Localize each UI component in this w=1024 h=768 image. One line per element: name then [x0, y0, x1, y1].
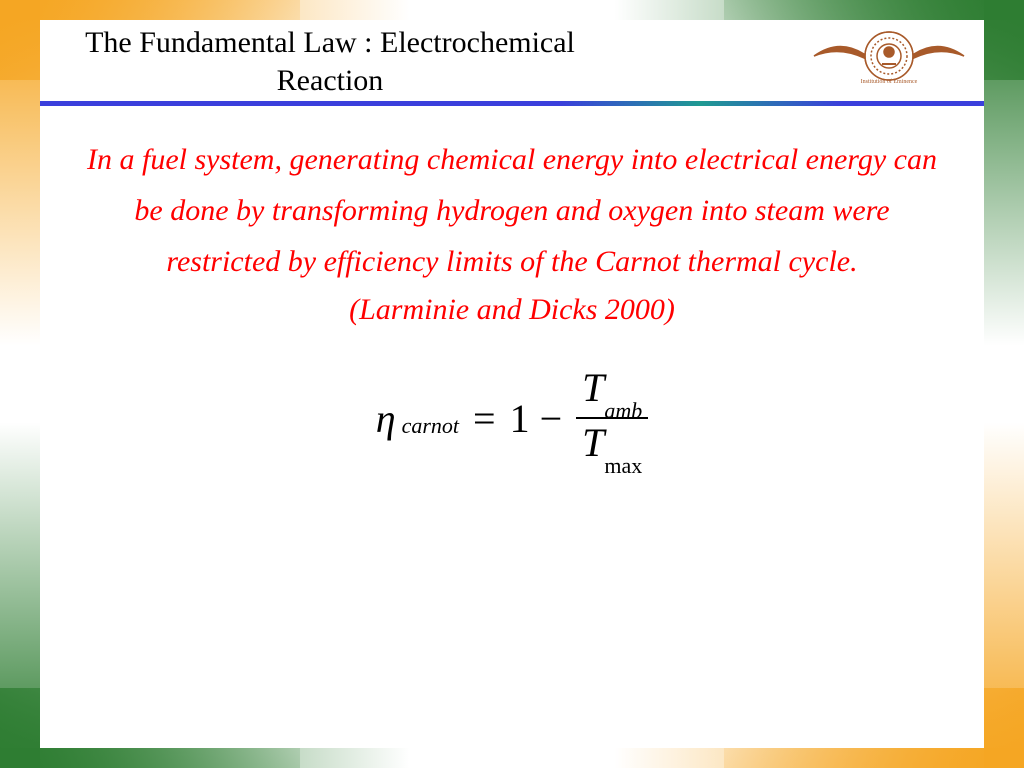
denominator: Tmax: [576, 422, 648, 469]
t-max-subscript: max: [604, 453, 642, 478]
slide-content: The Fundamental Law : Electrochemical Re…: [40, 20, 984, 748]
carnot-equation: ηcarnot = 1 − Tamb Tmax: [76, 367, 948, 469]
body-paragraph: In a fuel system, generating chemical en…: [76, 134, 948, 287]
fraction: Tamb Tmax: [576, 367, 648, 469]
constant-one: 1: [510, 395, 530, 442]
numerator: Tamb: [576, 367, 648, 414]
institution-logo: Institution of Eminence: [804, 26, 974, 86]
logo-caption: Institution of Eminence: [861, 78, 918, 85]
slide-body: In a fuel system, generating chemical en…: [40, 106, 984, 748]
slide-header: The Fundamental Law : Electrochemical Re…: [40, 20, 984, 99]
citation-text: (Larminie and Dicks 2000): [76, 293, 948, 327]
equals-sign: =: [473, 395, 496, 442]
t-amb-subscript: amb: [604, 398, 642, 423]
eta-subscript: carnot: [402, 413, 459, 439]
t-max-symbol: T: [582, 420, 604, 465]
minus-sign: −: [540, 395, 563, 442]
eta-symbol: η: [376, 395, 396, 442]
slide-title: The Fundamental Law : Electrochemical Re…: [70, 24, 590, 99]
t-amb-symbol: T: [582, 365, 604, 410]
